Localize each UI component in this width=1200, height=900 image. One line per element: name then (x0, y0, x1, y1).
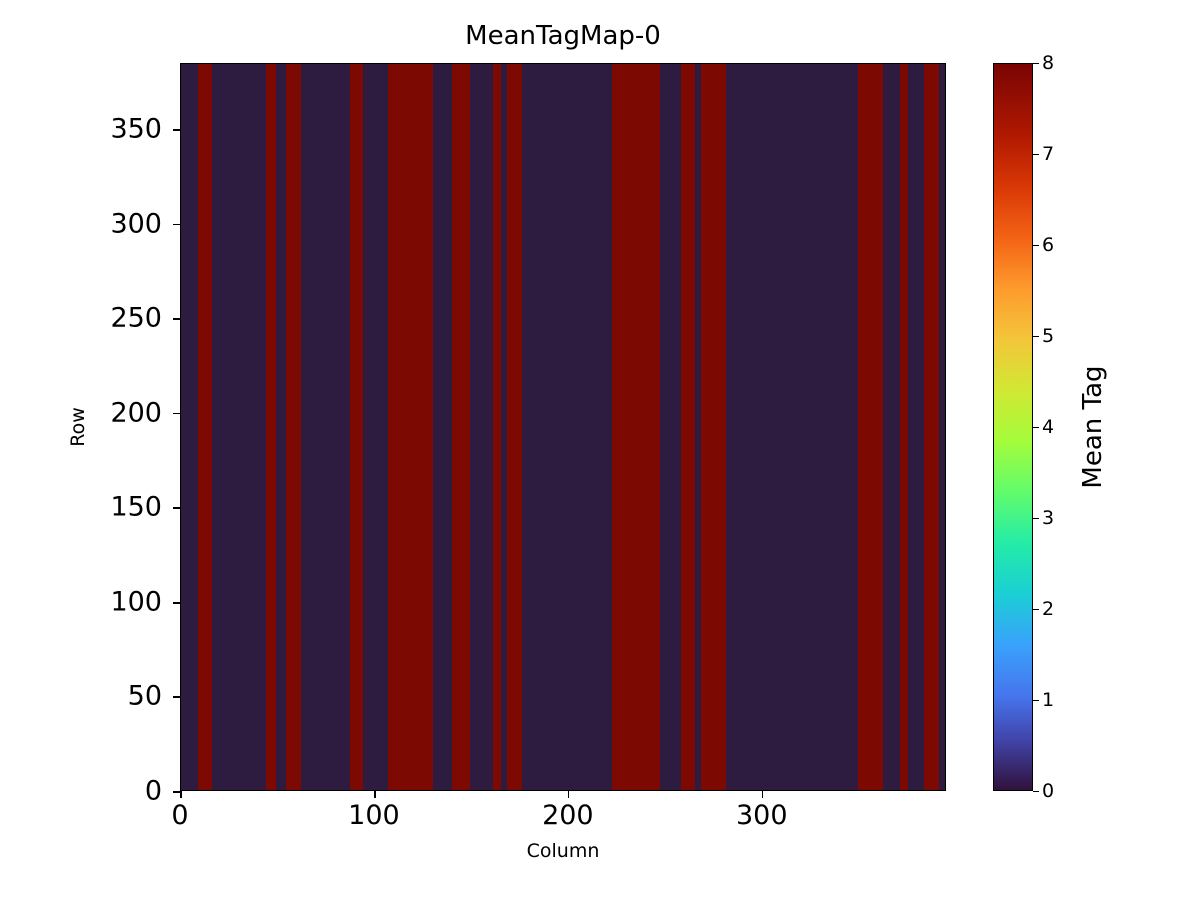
colorbar-tick-label: 8 (1042, 52, 1055, 74)
heatmap-column-band (452, 64, 470, 790)
chart-title: MeanTagMap-0 (465, 21, 661, 51)
heatmap-column-band (923, 64, 940, 790)
x-axis-label: Column (526, 840, 600, 862)
x-tick-label: 200 (542, 800, 594, 831)
heatmap-column-band (349, 64, 364, 790)
y-tick-label: 250 (110, 302, 162, 334)
y-tick-mark (173, 601, 180, 604)
colorbar-tick-label: 6 (1042, 234, 1055, 256)
colorbar-tick-label: 2 (1042, 598, 1055, 620)
heatmap-column-band (900, 64, 909, 790)
heatmap-axes[interactable] (180, 63, 946, 791)
colorbar-label: Mean Tag (1078, 365, 1108, 489)
colorbar-gradient (993, 63, 1033, 791)
heatmap-column-band (285, 64, 302, 790)
colorbar-tick-mark (1033, 700, 1039, 702)
y-tick-mark (173, 696, 180, 699)
x-tick-mark (761, 791, 764, 798)
y-tick-mark (173, 412, 180, 415)
colorbar-tick-mark (1033, 427, 1039, 429)
y-tick-label: 0 (144, 775, 162, 807)
y-tick-label: 50 (127, 680, 162, 712)
colorbar-tick-label: 0 (1042, 780, 1055, 802)
heatmap-column-band (198, 64, 213, 790)
colorbar-tick-mark (1033, 154, 1039, 156)
x-tick-mark (180, 791, 182, 798)
colorbar-tick-mark (1033, 518, 1039, 520)
heatmap-column-band (611, 64, 660, 790)
x-tick-mark (567, 791, 570, 798)
colorbar-tick-mark (1033, 245, 1039, 247)
colorbar-tick-label: 1 (1042, 689, 1055, 711)
colorbar-tick-label: 4 (1042, 416, 1055, 438)
y-tick-label: 300 (110, 208, 162, 240)
y-tick-label: 350 (110, 113, 162, 145)
colorbar-tick-mark (1033, 336, 1039, 338)
y-tick-label: 200 (110, 397, 162, 429)
colorbar-tick-mark (1033, 791, 1039, 793)
x-tick-mark (373, 791, 376, 798)
y-tick-mark (173, 223, 180, 226)
heatmap-column-band (857, 64, 883, 790)
heatmap-column-band (681, 64, 695, 790)
y-tick-label: 150 (110, 491, 162, 523)
heatmap-column-band (266, 64, 276, 790)
colorbar-tick-label: 5 (1042, 325, 1055, 347)
heatmap-image (181, 64, 945, 790)
heatmap-column-band (700, 64, 726, 790)
y-tick-label: 100 (110, 586, 162, 618)
y-tick-mark (173, 507, 180, 509)
y-tick-mark (173, 318, 180, 320)
y-tick-mark (173, 129, 180, 131)
heatmap-column-band (506, 64, 523, 790)
colorbar-tick-label: 7 (1042, 143, 1055, 165)
y-tick-mark (173, 791, 180, 793)
y-axis-label: Row (67, 407, 89, 447)
heatmap-column-band (388, 64, 434, 790)
x-tick-label: 0 (171, 800, 189, 831)
colorbar-tick-label: 3 (1042, 507, 1055, 529)
colorbar-tick-mark (1033, 609, 1039, 611)
x-tick-label: 100 (348, 800, 400, 831)
heatmap-column-band (493, 64, 501, 790)
colorbar-tick-mark (1033, 63, 1039, 65)
x-tick-label: 300 (735, 800, 788, 831)
